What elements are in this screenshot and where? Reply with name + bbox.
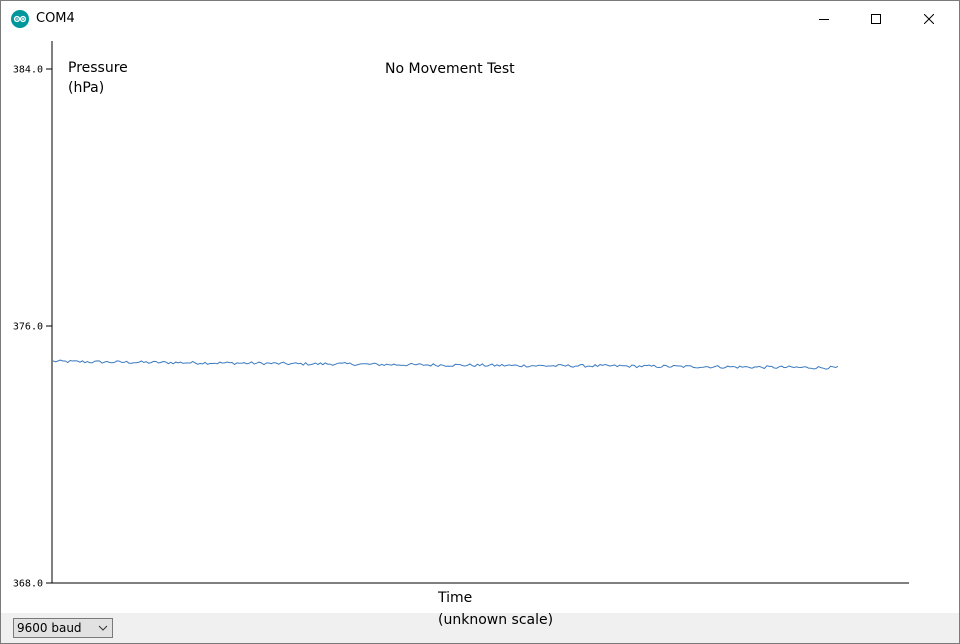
minimize-button[interactable] [801, 1, 847, 37]
y-tick-label: 368.0 [13, 579, 43, 590]
y-axis-label-line1: Pressure [68, 60, 128, 76]
close-icon [924, 14, 934, 24]
baud-rate-select[interactable]: 9600 baud [13, 618, 113, 638]
minimize-icon [819, 14, 829, 24]
chart-title: No Movement Test [385, 61, 515, 77]
arduino-logo-icon [11, 10, 29, 28]
baud-rate-value: 9600 baud [17, 621, 82, 635]
plot-area: 384.0 376.0 368.0 No Movement Test Pressur… [1, 37, 959, 613]
close-button[interactable] [906, 1, 952, 37]
maximize-icon [871, 14, 881, 24]
x-axis-label-line2: (unknown scale) [438, 612, 554, 628]
x-axis-label-line1: Time [438, 590, 473, 606]
window-title: COM4 [36, 11, 75, 26]
chevron-down-icon [94, 619, 112, 637]
y-axis-label-line2: (hPa) [68, 80, 105, 96]
y-tick-label: 376.0 [13, 322, 43, 333]
title-bar[interactable]: COM4 [1, 1, 959, 37]
line-chart: 384.0 376.0 368.0 [13, 41, 909, 590]
y-tick-label: 384.0 [13, 65, 43, 76]
maximize-button[interactable] [853, 1, 899, 37]
series-line-pressure [52, 359, 839, 370]
status-bar: 9600 baud (unknown scale) [1, 612, 959, 643]
